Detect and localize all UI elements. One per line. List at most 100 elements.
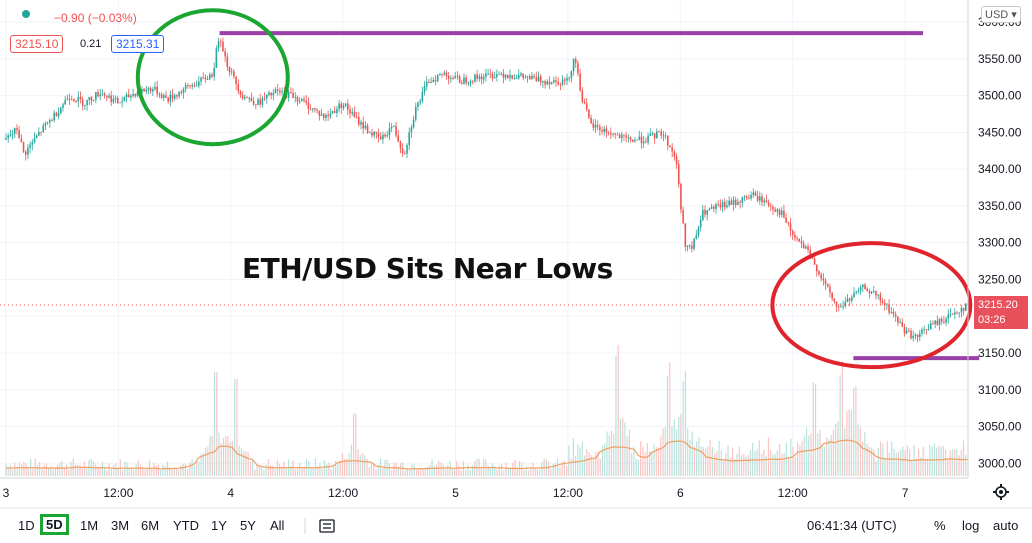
- bid-price-button[interactable]: 3215.10: [10, 35, 64, 53]
- y-tick-label: 3100.00: [978, 383, 1022, 397]
- candle-body: [344, 103, 347, 106]
- candle-body: [868, 291, 871, 294]
- volume-bar: [435, 464, 438, 476]
- volume-bar: [272, 465, 274, 476]
- volume-bar: [844, 428, 846, 476]
- candle-body: [912, 335, 915, 339]
- candle-body: [566, 77, 568, 81]
- range-button-5y[interactable]: 5Y: [240, 518, 256, 533]
- candle-body: [169, 94, 172, 102]
- range-button-1d[interactable]: 1D: [18, 518, 35, 533]
- volume-bar: [962, 440, 965, 476]
- log-scale-toggle[interactable]: log: [962, 518, 980, 533]
- volume-bar: [799, 445, 801, 476]
- volume-bar: [153, 462, 155, 476]
- volume-bar: [687, 428, 689, 476]
- volume-bar: [857, 424, 859, 476]
- volume-bar: [810, 433, 812, 476]
- volume-bar: [592, 459, 595, 476]
- range-button-5d[interactable]: 5D: [40, 514, 69, 535]
- volume-bar: [355, 413, 357, 476]
- settings-gear-icon[interactable]: [993, 484, 1009, 500]
- candle-body: [406, 145, 408, 154]
- compare-symbol-icon[interactable]: [319, 519, 335, 533]
- volume-bar: [743, 453, 745, 476]
- volume-bar: [761, 453, 763, 476]
- volume-bar: [292, 460, 294, 476]
- candle-body: [918, 333, 921, 338]
- volume-bar: [198, 461, 200, 476]
- utc-clock[interactable]: 06:41:34 (UTC): [807, 518, 897, 533]
- volume-bar: [617, 344, 619, 476]
- candle-body: [22, 142, 25, 152]
- volume-bar: [460, 470, 462, 476]
- candle-body: [103, 93, 106, 96]
- volume-bar: [404, 470, 406, 476]
- volume-bar: [716, 451, 718, 476]
- candle-body: [24, 151, 27, 155]
- candle-body: [927, 329, 930, 331]
- ask-price-button[interactable]: 3215.31: [111, 35, 165, 53]
- volume-bar: [936, 447, 938, 476]
- candle-body: [443, 72, 446, 75]
- candle-body: [248, 98, 251, 99]
- candle-body: [629, 137, 632, 140]
- candle-body: [108, 95, 110, 98]
- volume-bar: [56, 464, 59, 476]
- candle-body: [222, 41, 224, 52]
- candle-body: [211, 74, 213, 77]
- volume-bar: [196, 459, 198, 476]
- candle-body: [259, 99, 261, 105]
- candle-body: [894, 314, 897, 317]
- candle-body: [425, 81, 428, 87]
- candle-body: [274, 89, 277, 93]
- candle-body: [432, 79, 435, 82]
- time-axis[interactable]: 3 12:00 4 12:00 5 12:00 6 12:00 7: [3, 486, 909, 500]
- candle-body: [382, 134, 384, 140]
- currency-selector[interactable]: USD ▾: [981, 6, 1021, 23]
- candle-body: [215, 48, 218, 68]
- candle-body: [235, 76, 237, 84]
- candle-body: [831, 292, 833, 299]
- range-button-6m[interactable]: 6M: [141, 518, 160, 533]
- candle-body: [653, 133, 656, 139]
- candle-body: [230, 71, 233, 73]
- range-button-all[interactable]: All: [270, 518, 285, 533]
- candle-body: [469, 80, 472, 83]
- volume-bar: [180, 464, 182, 476]
- candle-body: [783, 210, 785, 218]
- range-button-1y[interactable]: 1Y: [211, 518, 227, 533]
- candle-body: [704, 209, 706, 215]
- auto-scale-toggle[interactable]: auto: [993, 518, 1019, 533]
- volume-bar: [745, 456, 747, 476]
- y-tick-label: 3500.00: [978, 89, 1022, 103]
- range-button-3m[interactable]: 3M: [111, 518, 130, 533]
- volume-bar: [391, 470, 393, 476]
- volume-bar: [393, 462, 395, 476]
- volume-bar: [763, 449, 765, 476]
- candle-body: [450, 78, 452, 79]
- candle-body: [38, 132, 40, 136]
- range-button-1m[interactable]: 1M: [80, 518, 99, 533]
- volume-bar: [729, 457, 731, 476]
- volume-bar: [731, 447, 734, 476]
- price-axis[interactable]: 3000.003050.003100.003150.003200.003250.…: [978, 15, 1022, 470]
- candle-body: [368, 132, 371, 134]
- range-button-ytd[interactable]: YTD: [173, 518, 199, 533]
- x-tick-label: 12:00: [553, 486, 583, 500]
- candle-body: [244, 97, 246, 99]
- candle-body: [434, 79, 437, 82]
- candle-body: [110, 95, 112, 103]
- volume-bar: [785, 442, 787, 476]
- volume-bar: [70, 461, 72, 476]
- percent-scale-toggle[interactable]: %: [934, 518, 946, 533]
- volume-bar: [633, 447, 635, 476]
- volume-bar: [734, 459, 736, 476]
- candle-body: [454, 76, 457, 79]
- volume-bar: [586, 449, 588, 476]
- candle-body: [371, 132, 373, 136]
- candle-body: [485, 73, 487, 78]
- candle-body: [734, 199, 737, 206]
- volume-bar: [796, 442, 799, 476]
